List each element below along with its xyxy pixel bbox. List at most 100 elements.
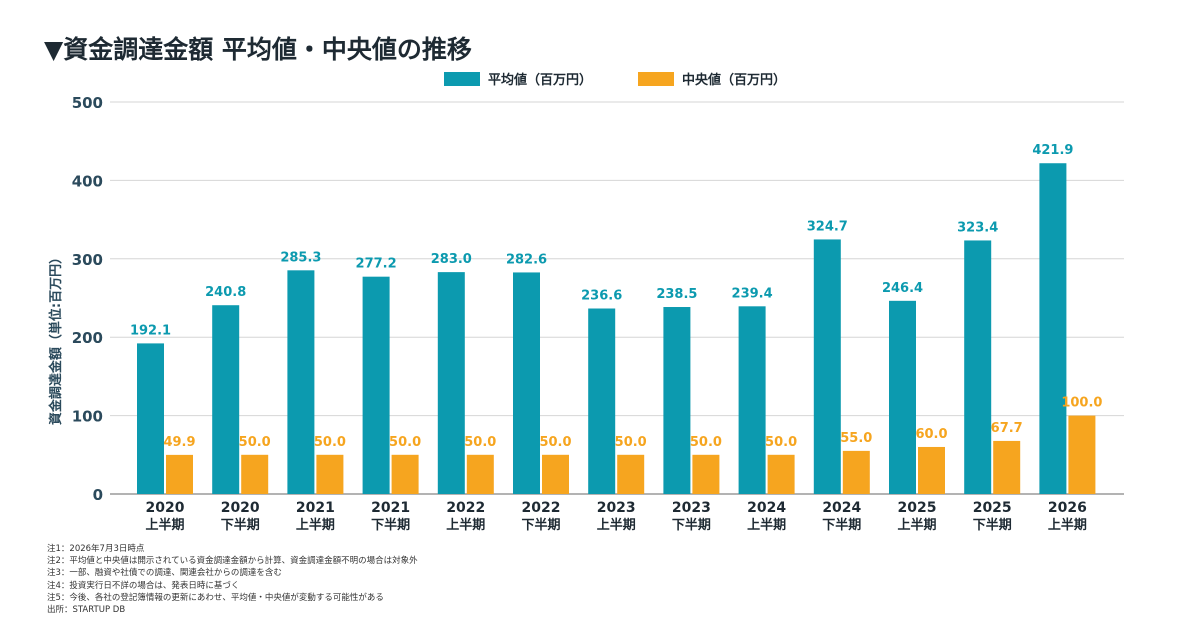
y-axis-ticks: 0 100 200 300 400 500 <box>72 94 103 504</box>
x-tick-half: 上半期 <box>446 517 485 533</box>
median-bar <box>842 450 870 494</box>
median-bar <box>166 454 193 494</box>
x-tick-half: 下半期 <box>973 517 1012 533</box>
legend-label: 平均値（百万円） <box>488 72 592 88</box>
footnote: 注4：投資実行日不詳の場合は、発表日時に基づく <box>47 580 240 591</box>
x-tick-year: 2022 <box>522 500 561 516</box>
median-bar <box>767 454 795 494</box>
mean-value-label: 192.1 <box>130 323 171 338</box>
x-tick-year: 2024 <box>822 500 861 516</box>
median-bar <box>241 454 269 494</box>
footnote: 注2：平均値と中央値は開示されている資金調達金額から計算、資金調達金額不明の場合… <box>47 556 418 567</box>
median-value-label: 50.0 <box>314 435 346 450</box>
median-bar <box>993 440 1021 494</box>
mean-value-label: 236.6 <box>581 289 622 304</box>
footnote: 注5：今後、各社の登記簿情報の更新にあわせ、平均値・中央値が変動する可能性がある <box>47 592 384 603</box>
median-value-label: 50.0 <box>765 435 797 450</box>
median-bar <box>466 454 494 494</box>
x-tick-half: 上半期 <box>597 517 636 533</box>
mean-bar <box>889 300 916 494</box>
grid-lines <box>110 101 1124 495</box>
x-tick-half: 下半期 <box>822 517 861 533</box>
median-bar <box>542 454 569 494</box>
x-tick-half: 上半期 <box>897 517 936 533</box>
mean-bar <box>588 308 616 494</box>
mean-value-label: 282.6 <box>506 252 547 267</box>
median-value-label: 67.7 <box>991 421 1023 436</box>
median-value-label: 55.0 <box>840 431 872 446</box>
mean-value-label: 240.8 <box>205 285 246 300</box>
median-bar <box>617 454 645 494</box>
footnotes: 注1：2026年7月3日時点 注2：平均値と中央値は開示されている資金調達金額か… <box>47 543 418 616</box>
mean-value-label: 283.0 <box>431 252 472 267</box>
median-value-label: 60.0 <box>915 427 947 442</box>
x-tick-half: 下半期 <box>371 517 410 533</box>
y-tick-label: 0 <box>93 486 103 504</box>
x-tick-year: 2025 <box>973 500 1012 516</box>
x-tick-year: 2020 <box>146 500 185 516</box>
x-tick-half: 上半期 <box>747 517 786 533</box>
median-bar <box>1068 415 1096 494</box>
y-tick-label: 100 <box>72 408 103 426</box>
mean-value-label: 277.2 <box>356 257 397 272</box>
y-tick-label: 300 <box>72 251 103 269</box>
mean-value-label: 238.5 <box>656 287 697 302</box>
x-tick-year: 2025 <box>898 500 937 516</box>
bar-chart: 平均値（百万円） 中央値（百万円） 資金調達金額（単位:百万円） 0 100 200 3… <box>48 72 1124 533</box>
legend-swatch <box>638 72 674 86</box>
x-tick-half: 上半期 <box>296 517 335 533</box>
legend-swatch <box>444 72 480 86</box>
y-tick-label: 400 <box>72 172 103 190</box>
median-value-label: 50.0 <box>615 435 647 450</box>
y-tick-label: 200 <box>72 329 103 347</box>
median-value-label: 50.0 <box>389 435 421 450</box>
x-tick-year: 2021 <box>371 500 410 516</box>
legend-item: 中央値（百万円） <box>638 72 786 88</box>
median-value-label: 50.0 <box>239 435 271 450</box>
chart-legend: 平均値（百万円） 中央値（百万円） <box>444 72 786 88</box>
mean-value-label: 285.3 <box>280 250 321 265</box>
median-value-label: 50.0 <box>539 435 571 450</box>
mean-bar <box>738 306 766 494</box>
mean-bar <box>964 240 992 494</box>
x-tick-year: 2024 <box>747 500 786 516</box>
mean-bar <box>663 307 691 494</box>
median-bar <box>918 446 945 494</box>
footnote-source: 出所：STARTUP DB <box>47 605 126 616</box>
y-tick-label: 500 <box>72 94 103 112</box>
median-value-label: 100.0 <box>1061 396 1102 411</box>
mean-bar <box>1039 163 1067 494</box>
bars: 192.1 240.8 285.3 277.2 283.0 282.6 236.6 238.5… <box>130 143 1102 494</box>
mean-bar <box>813 239 841 494</box>
x-tick-half: 下半期 <box>221 517 260 533</box>
median-bar <box>692 454 720 494</box>
mean-value-label: 323.4 <box>957 220 998 235</box>
mean-bar <box>362 276 390 494</box>
mean-value-label: 246.4 <box>882 281 923 296</box>
page-title: ▼資金調達金額 平均値・中央値の推移 <box>44 35 472 64</box>
x-tick-year: 2020 <box>221 500 260 516</box>
median-value-label: 50.0 <box>464 435 496 450</box>
mean-bar <box>437 272 465 494</box>
mean-value-label: 421.9 <box>1032 143 1073 158</box>
mean-bar <box>137 343 164 494</box>
x-tick-year: 2022 <box>446 500 485 516</box>
median-value-label: 50.0 <box>690 435 722 450</box>
mean-value-label: 239.4 <box>732 286 773 301</box>
legend-item: 平均値（百万円） <box>444 72 592 88</box>
x-tick-year: 2023 <box>672 500 711 516</box>
median-bar <box>391 454 419 494</box>
footnote: 注1：2026年7月3日時点 <box>47 544 145 554</box>
median-bar <box>316 454 344 494</box>
